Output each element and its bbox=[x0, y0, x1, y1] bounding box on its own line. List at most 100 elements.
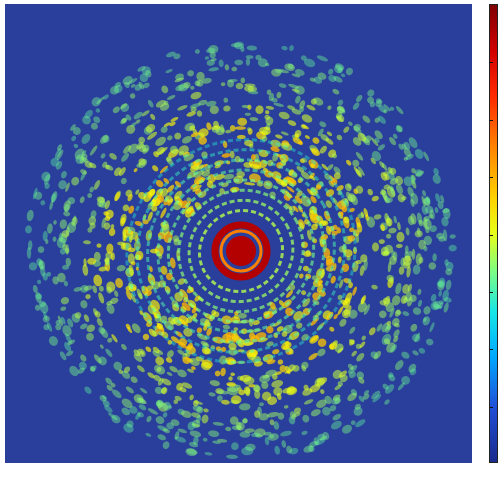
speckle-blob bbox=[145, 432, 152, 437]
speckle-blob bbox=[83, 314, 90, 323]
speckle-blob bbox=[322, 431, 330, 440]
speckle-blob bbox=[83, 240, 91, 245]
speckle-blob bbox=[127, 247, 136, 253]
speckle-blob bbox=[357, 166, 365, 176]
speckle-blob bbox=[103, 211, 110, 216]
speckle-blob bbox=[150, 113, 156, 120]
speckle-blob bbox=[412, 264, 421, 275]
speckle-blob bbox=[406, 265, 411, 278]
speckle-blob bbox=[123, 423, 134, 433]
speckle-blob bbox=[284, 63, 296, 72]
speckle-blob bbox=[166, 184, 175, 193]
speckle-blob bbox=[288, 364, 296, 371]
speckle-blob bbox=[106, 300, 113, 306]
speckle-blob bbox=[383, 184, 391, 190]
speckle-blob bbox=[195, 356, 204, 362]
fringe-ring bbox=[146, 158, 336, 344]
speckle-blob bbox=[211, 125, 221, 131]
speckle-blob bbox=[174, 395, 182, 401]
speckle-blob bbox=[38, 260, 46, 270]
speckle-blob bbox=[96, 196, 105, 203]
speckle-blob bbox=[167, 95, 176, 100]
speckle-blob bbox=[120, 103, 128, 110]
speckle-blob bbox=[263, 431, 272, 436]
speckle-blob bbox=[378, 310, 387, 319]
speckle-blob bbox=[343, 278, 352, 284]
speckle-blob bbox=[89, 162, 97, 169]
speckle-blob bbox=[213, 311, 220, 318]
speckle-blob bbox=[72, 215, 77, 225]
speckle-blob bbox=[90, 365, 97, 372]
speckle-blob bbox=[384, 173, 390, 181]
speckle-blob bbox=[71, 216, 78, 227]
speckle-blob bbox=[425, 205, 434, 214]
speckle-blob bbox=[165, 357, 173, 363]
central-spot bbox=[226, 236, 256, 266]
speckle-blob bbox=[311, 148, 321, 157]
speckle-blob bbox=[279, 365, 287, 373]
speckle-blob bbox=[208, 392, 216, 397]
speckle-blob bbox=[310, 163, 316, 169]
speckle-blob bbox=[317, 338, 327, 347]
speckle-blob bbox=[432, 300, 441, 310]
speckle-blob bbox=[169, 366, 178, 373]
speckle-blob bbox=[187, 70, 194, 77]
speckle-blob bbox=[127, 193, 133, 202]
speckle-blob bbox=[96, 96, 105, 105]
speckle-blob bbox=[362, 115, 371, 123]
speckle-blob bbox=[82, 115, 91, 125]
speckle-blob bbox=[93, 274, 103, 287]
speckle-blob bbox=[201, 151, 208, 158]
speckle-blob bbox=[386, 197, 393, 203]
speckle-blob bbox=[93, 251, 101, 262]
speckle-blob bbox=[438, 290, 442, 297]
speckle-blob bbox=[395, 243, 403, 249]
speckle-blob bbox=[440, 195, 445, 204]
speckle-blob bbox=[163, 100, 169, 106]
speckle-blob bbox=[80, 323, 88, 330]
speckle-blob bbox=[332, 224, 338, 230]
speckle-blob bbox=[394, 309, 401, 317]
speckle-blob bbox=[254, 428, 266, 437]
speckle-blob bbox=[445, 279, 452, 291]
speckle-blob bbox=[187, 368, 194, 373]
speckle-blob bbox=[86, 332, 94, 341]
speckle-blob bbox=[226, 385, 239, 393]
speckle-blob bbox=[142, 219, 149, 225]
speckle-blob bbox=[332, 340, 339, 346]
speckle-blob bbox=[216, 390, 229, 395]
speckle-blob bbox=[161, 387, 168, 395]
speckle-blob bbox=[38, 300, 46, 308]
speckle-blob bbox=[59, 248, 66, 255]
speckle-blob bbox=[160, 126, 168, 133]
speckle-blob bbox=[353, 123, 361, 132]
speckle-blob bbox=[277, 412, 285, 420]
speckle-blob bbox=[174, 132, 182, 140]
speckle-blob bbox=[74, 148, 85, 160]
speckle-blob bbox=[37, 279, 42, 284]
speckle-blob bbox=[261, 135, 268, 142]
speckle-blob bbox=[288, 416, 296, 425]
speckle-blob bbox=[95, 108, 101, 113]
speckle-blob bbox=[40, 200, 46, 206]
speckle-blob bbox=[423, 317, 427, 322]
speckle-blob bbox=[145, 123, 156, 133]
speckle-blob bbox=[192, 405, 202, 412]
speckle-blob bbox=[378, 115, 386, 124]
speckle-blob bbox=[135, 189, 140, 195]
speckle-blob bbox=[317, 72, 327, 80]
speckle-blob bbox=[160, 103, 170, 111]
speckle-blob bbox=[231, 66, 238, 72]
speckle-blob bbox=[360, 211, 365, 218]
speckle-blob bbox=[189, 103, 201, 109]
speckle-blob bbox=[436, 232, 444, 240]
speckle-blob bbox=[131, 323, 141, 334]
speckle-blob bbox=[200, 361, 212, 371]
speckle-blob bbox=[137, 365, 145, 373]
speckle-blob bbox=[403, 147, 412, 157]
speckle-blob bbox=[138, 159, 148, 168]
speckle-blob bbox=[287, 120, 297, 126]
speckle-blob bbox=[147, 131, 158, 140]
speckle-blob bbox=[384, 244, 394, 254]
